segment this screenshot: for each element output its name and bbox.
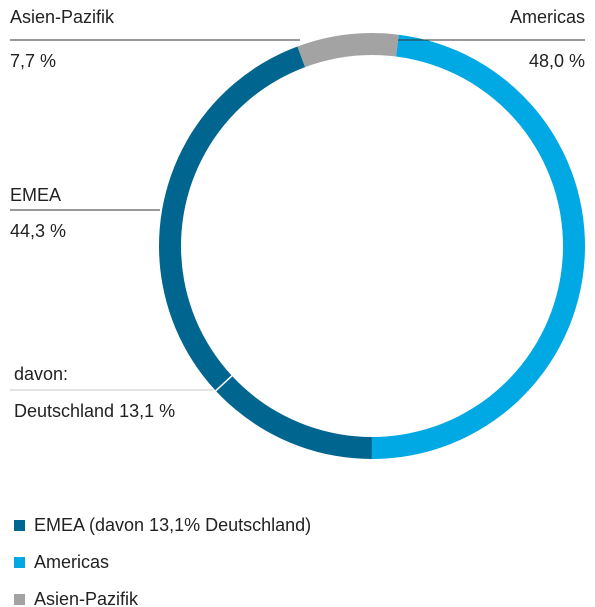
legend-label: EMEA (davon 13,1% Deutschland): [34, 515, 311, 535]
sub-prefix: davon:: [14, 364, 68, 384]
legend-label: Asien-Pazifik: [34, 589, 139, 607]
sub-segment-divider: [214, 374, 234, 393]
legend-label: Americas: [34, 552, 109, 572]
donut-segment: [158, 46, 372, 459]
legend-swatch: [14, 594, 25, 605]
legend-swatch: [14, 520, 25, 531]
value-label: 48,0 %: [529, 51, 585, 71]
category-label: Asien-Pazifik: [10, 7, 115, 27]
sub-label: Deutschland 13,1 %: [14, 401, 175, 421]
sub-name: Deutschland: [14, 401, 114, 421]
category-label: Americas: [510, 7, 585, 27]
value-label: 7,7 %: [10, 51, 56, 71]
legend-swatch: [14, 557, 25, 568]
donut-segment: [371, 34, 586, 459]
donut-segment: [297, 32, 399, 68]
value-label: 44,3 %: [10, 221, 66, 241]
sub-value-label: 13,1 %: [119, 401, 175, 421]
category-label: EMEA: [10, 185, 61, 205]
